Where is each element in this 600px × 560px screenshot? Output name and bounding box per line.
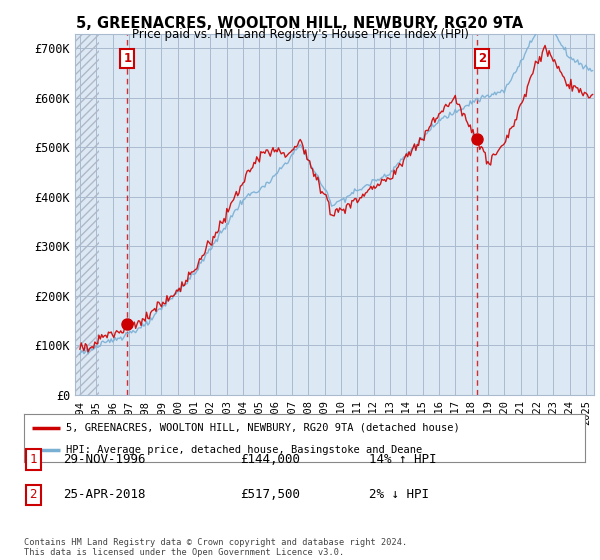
Text: 1: 1 <box>29 453 37 466</box>
Text: 5, GREENACRES, WOOLTON HILL, NEWBURY, RG20 9TA (detached house): 5, GREENACRES, WOOLTON HILL, NEWBURY, RG… <box>66 423 460 433</box>
Text: Contains HM Land Registry data © Crown copyright and database right 2024.
This d: Contains HM Land Registry data © Crown c… <box>24 538 407 557</box>
Text: 25-APR-2018: 25-APR-2018 <box>63 488 146 501</box>
Text: 14% ↑ HPI: 14% ↑ HPI <box>369 453 437 466</box>
Text: 29-NOV-1996: 29-NOV-1996 <box>63 453 146 466</box>
Text: 2: 2 <box>29 488 37 501</box>
Text: £144,000: £144,000 <box>240 453 300 466</box>
Text: Price paid vs. HM Land Registry's House Price Index (HPI): Price paid vs. HM Land Registry's House … <box>131 28 469 41</box>
Text: 1: 1 <box>124 52 131 65</box>
Text: 2: 2 <box>478 52 486 65</box>
Text: 5, GREENACRES, WOOLTON HILL, NEWBURY, RG20 9TA: 5, GREENACRES, WOOLTON HILL, NEWBURY, RG… <box>76 16 524 31</box>
Bar <box>75 34 98 395</box>
Text: 2% ↓ HPI: 2% ↓ HPI <box>369 488 429 501</box>
Text: £517,500: £517,500 <box>240 488 300 501</box>
Text: HPI: Average price, detached house, Basingstoke and Deane: HPI: Average price, detached house, Basi… <box>66 445 422 455</box>
